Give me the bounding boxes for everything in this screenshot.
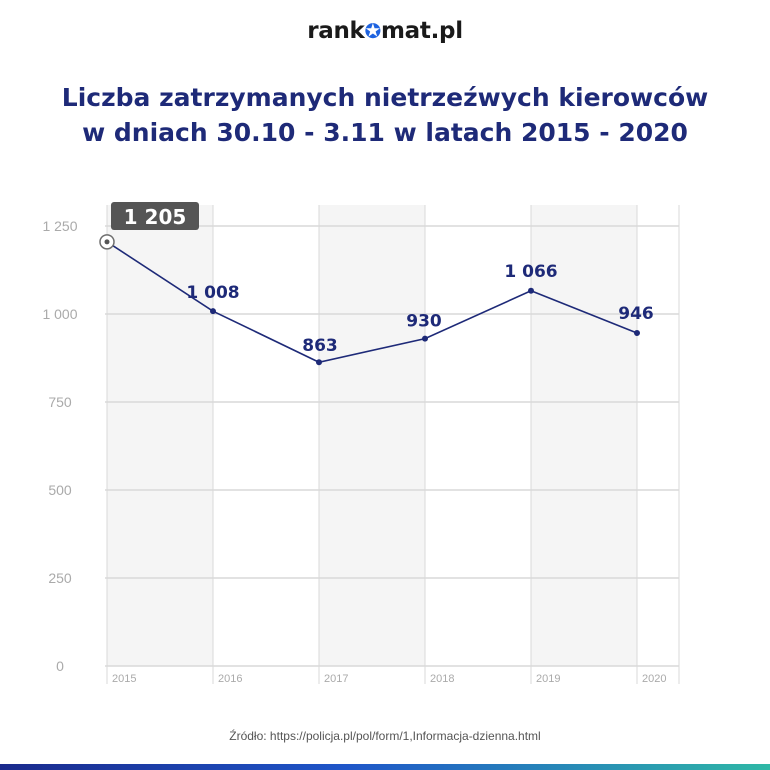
star-icon: ✪ — [364, 19, 382, 43]
x-tick-label: 2016 — [218, 673, 242, 685]
data-label-highlighted: 1 205 — [124, 205, 187, 229]
data-point — [210, 308, 216, 315]
data-label: 930 — [406, 312, 442, 332]
rankomat-logo: rank✪mat.pl — [0, 18, 770, 44]
series-line — [106, 241, 638, 364]
x-tick-label: 2018 — [430, 673, 454, 685]
y-tick-label: 1 250 — [42, 218, 77, 234]
data-point — [104, 239, 110, 245]
data-point — [316, 359, 322, 366]
source-note: Źródło: https://policja.pl/pol/form/1,In… — [229, 729, 541, 743]
data-point — [528, 287, 534, 294]
highlight-badge — [111, 202, 199, 230]
footer-gradient-bar — [0, 764, 770, 770]
x-tick-label: 2017 — [324, 673, 348, 685]
logo-text-suffix: mat.pl — [381, 18, 463, 44]
x-tick-label: 2015 — [112, 673, 136, 685]
data-point — [634, 330, 640, 337]
x-tick-label: 2020 — [642, 673, 666, 685]
y-tick-label: 500 — [48, 482, 72, 498]
chart-title: Liczba zatrzymanych nietrzeźwych kierowc… — [0, 80, 770, 150]
y-tick-label: 750 — [48, 394, 72, 410]
data-label: 1 066 — [504, 262, 557, 282]
column-band — [531, 205, 637, 666]
chart-title-line-1: Liczba zatrzymanych nietrzeźwych kierowc… — [61, 83, 709, 112]
y-tick-label: 0 — [56, 658, 64, 674]
data-label: 1 008 — [186, 283, 239, 303]
data-label: 863 — [302, 336, 338, 356]
data-point — [422, 335, 428, 342]
logo-text-prefix: rank — [307, 18, 365, 44]
y-tick-label: 250 — [48, 570, 72, 586]
y-tick-label: 1 000 — [42, 306, 77, 322]
chart-title-line-2: w dniach 30.10 - 3.11 w latach 2015 - 20… — [82, 118, 688, 147]
column-band — [107, 205, 213, 666]
x-tick-label: 2019 — [536, 673, 560, 685]
column-band — [319, 205, 425, 666]
data-label: 946 — [618, 304, 654, 324]
